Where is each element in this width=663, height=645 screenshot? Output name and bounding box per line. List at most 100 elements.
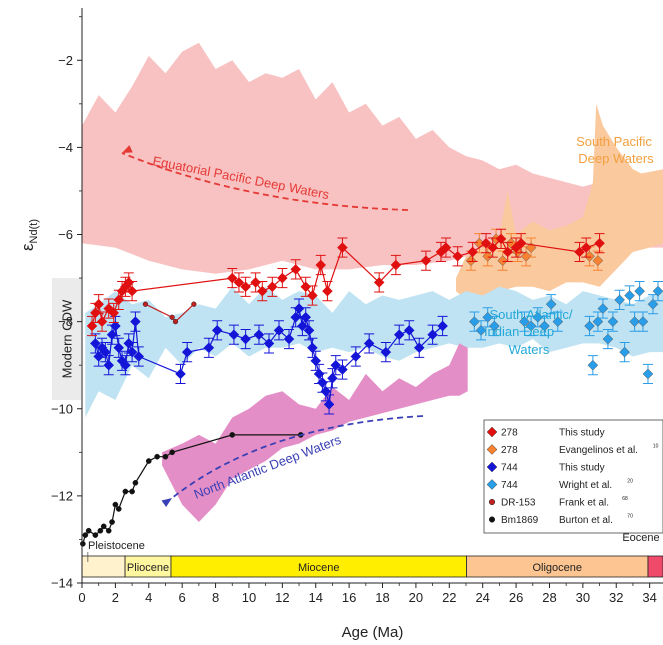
point-0-24 bbox=[373, 277, 385, 288]
point-2-0 bbox=[90, 338, 101, 349]
point-2-3 bbox=[100, 346, 111, 358]
axes: 0 2 4 6 8 10 12 14 16 18 20 22 24 26 28 30 32 34−14−12−10… bbox=[51, 8, 663, 605]
point-0-2 bbox=[93, 298, 105, 310]
point-2-7 bbox=[113, 342, 125, 354]
point-1-2 bbox=[482, 250, 494, 262]
point-2-9 bbox=[120, 359, 131, 371]
point-3-2 bbox=[482, 311, 494, 323]
point-0-26 bbox=[420, 255, 432, 267]
x-tick-label-12: 24 bbox=[475, 590, 489, 605]
legend-marker-3 bbox=[486, 479, 498, 490]
point-0-29 bbox=[452, 250, 464, 262]
point-5-5 bbox=[100, 523, 107, 530]
x-tick-label-4: 8 bbox=[212, 590, 219, 605]
point-2-29 bbox=[307, 342, 318, 354]
band-3 bbox=[162, 343, 468, 522]
point-5-1 bbox=[82, 532, 89, 538]
point-0-38 bbox=[580, 242, 592, 253]
annotation-4: Indian Deep bbox=[484, 324, 554, 339]
point-3-13 bbox=[597, 303, 609, 314]
point-0-19 bbox=[300, 281, 312, 293]
epoch-label-1: Pliocene bbox=[127, 562, 169, 574]
point-5-15 bbox=[162, 453, 169, 460]
x-tick-label-13: 26 bbox=[509, 590, 523, 605]
point-5-13 bbox=[145, 458, 152, 464]
legend-marker-4 bbox=[488, 498, 496, 506]
point-0-33 bbox=[495, 233, 507, 245]
point-0-17 bbox=[276, 272, 288, 284]
point-4-0 bbox=[142, 301, 149, 307]
point-1-10 bbox=[592, 255, 604, 267]
point-3-24 bbox=[652, 285, 663, 297]
epoch-rect-4 bbox=[647, 555, 663, 578]
point-2-31 bbox=[313, 368, 325, 380]
epoch-label-4: Eocene bbox=[622, 532, 659, 544]
point-3-0 bbox=[468, 316, 480, 327]
legend-source-3: Wright et al. bbox=[559, 480, 612, 491]
x-tick-label-17: 34 bbox=[642, 590, 656, 605]
y-tick-label-4: −6 bbox=[58, 227, 73, 242]
point-5-4 bbox=[97, 527, 104, 534]
legend-ref-1: 10 bbox=[653, 444, 659, 450]
point-3-19 bbox=[629, 316, 640, 327]
series-line-2 bbox=[94, 306, 443, 405]
point-5-6 bbox=[105, 527, 112, 534]
modern-cdw-label: Modern CDW bbox=[60, 299, 75, 378]
point-0-37 bbox=[574, 246, 585, 258]
modern-cdw-box: Modern CDW bbox=[52, 278, 81, 401]
x-tick-label-15: 30 bbox=[576, 590, 590, 605]
annotation-1: South Pacific bbox=[576, 134, 652, 149]
point-5-3 bbox=[92, 532, 99, 538]
annotation-2: Deep Waters bbox=[578, 151, 654, 166]
point-0-22 bbox=[322, 285, 333, 297]
point-2-37 bbox=[337, 364, 348, 375]
annotation-5: Waters bbox=[509, 342, 550, 357]
legend-marker-2 bbox=[486, 461, 498, 473]
y-axis-title: εNd(t) bbox=[18, 219, 40, 251]
x-tick-label-6: 12 bbox=[275, 590, 289, 605]
point-3-10 bbox=[584, 320, 595, 332]
x-tick-label-5: 10 bbox=[242, 590, 256, 605]
point-3-16 bbox=[614, 294, 625, 306]
point-3-5 bbox=[525, 320, 537, 332]
point-0-9 bbox=[123, 277, 135, 288]
y-axis-title-sub: Nd(t) bbox=[28, 219, 40, 243]
annotation-3: South Atlantic/ bbox=[489, 307, 572, 322]
point-3-18 bbox=[624, 290, 635, 301]
legend-marker-5 bbox=[488, 516, 496, 523]
point-0-11 bbox=[226, 272, 238, 284]
x-tick-label-9: 18 bbox=[375, 590, 389, 605]
x-axis-title: Age (Ma) bbox=[342, 624, 404, 641]
legend-name-2: 744 bbox=[501, 463, 518, 474]
epoch-rect-0 bbox=[81, 555, 126, 578]
point-3-8 bbox=[545, 298, 557, 310]
legend-ref-4: 68 bbox=[622, 496, 628, 502]
point-2-20 bbox=[253, 329, 265, 341]
point-0-36 bbox=[515, 237, 527, 249]
epoch-label-2: Miocene bbox=[298, 562, 340, 574]
legend-name-1: 278 bbox=[501, 445, 518, 456]
legend-name-4: DR-153 bbox=[501, 498, 536, 509]
x-tick-label-3: 6 bbox=[179, 590, 186, 605]
point-3-1 bbox=[475, 324, 487, 336]
point-0-25 bbox=[390, 259, 402, 271]
epoch-label-0: Pleistocene bbox=[88, 540, 145, 552]
series-line-0 bbox=[91, 237, 600, 327]
data-series bbox=[79, 228, 663, 547]
point-3-21 bbox=[637, 316, 649, 327]
arrow-head-0 bbox=[122, 145, 133, 153]
legend-name-5: Bm1869 bbox=[501, 515, 539, 526]
point-5-2 bbox=[85, 527, 92, 534]
point-2-15 bbox=[181, 346, 193, 358]
legend-source-5: Burton et al. bbox=[559, 515, 613, 526]
legend-source-1: Evangelinos et al. bbox=[559, 445, 638, 456]
point-0-3 bbox=[96, 316, 108, 327]
annotation-arrows bbox=[121, 145, 424, 508]
point-5-8 bbox=[112, 501, 119, 508]
x-tick-label-11: 22 bbox=[442, 590, 456, 605]
point-2-44 bbox=[427, 329, 438, 341]
legend-name-3: 744 bbox=[501, 480, 518, 491]
modern-cdw-rect bbox=[52, 278, 81, 401]
point-0-12 bbox=[233, 277, 245, 288]
point-5-17 bbox=[229, 432, 236, 438]
